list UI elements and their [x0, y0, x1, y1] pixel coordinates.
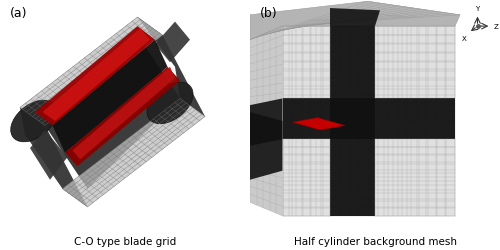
- Polygon shape: [250, 99, 282, 146]
- Polygon shape: [42, 29, 150, 122]
- Polygon shape: [45, 36, 180, 189]
- Polygon shape: [72, 68, 175, 160]
- Polygon shape: [292, 118, 345, 130]
- Polygon shape: [250, 27, 282, 216]
- Text: C-O type blade grid: C-O type blade grid: [74, 236, 176, 246]
- Text: X: X: [462, 36, 466, 42]
- Polygon shape: [62, 99, 205, 207]
- Text: Y: Y: [476, 6, 480, 12]
- Polygon shape: [250, 2, 460, 40]
- Polygon shape: [30, 130, 68, 180]
- Polygon shape: [20, 18, 163, 126]
- Text: Z: Z: [494, 24, 498, 30]
- Polygon shape: [282, 99, 455, 140]
- Polygon shape: [20, 108, 87, 207]
- Polygon shape: [330, 9, 380, 27]
- Polygon shape: [250, 112, 282, 180]
- Polygon shape: [282, 27, 455, 216]
- Polygon shape: [52, 40, 168, 153]
- Ellipse shape: [10, 101, 57, 142]
- Text: (b): (b): [260, 7, 278, 20]
- Text: Half cylinder background mesh: Half cylinder background mesh: [294, 236, 456, 246]
- Polygon shape: [138, 18, 205, 117]
- Polygon shape: [330, 27, 375, 216]
- Polygon shape: [62, 99, 205, 207]
- Ellipse shape: [147, 83, 193, 124]
- Polygon shape: [65, 68, 180, 166]
- Polygon shape: [35, 27, 155, 126]
- Polygon shape: [155, 22, 190, 63]
- Text: (a): (a): [10, 7, 28, 20]
- Polygon shape: [20, 18, 163, 126]
